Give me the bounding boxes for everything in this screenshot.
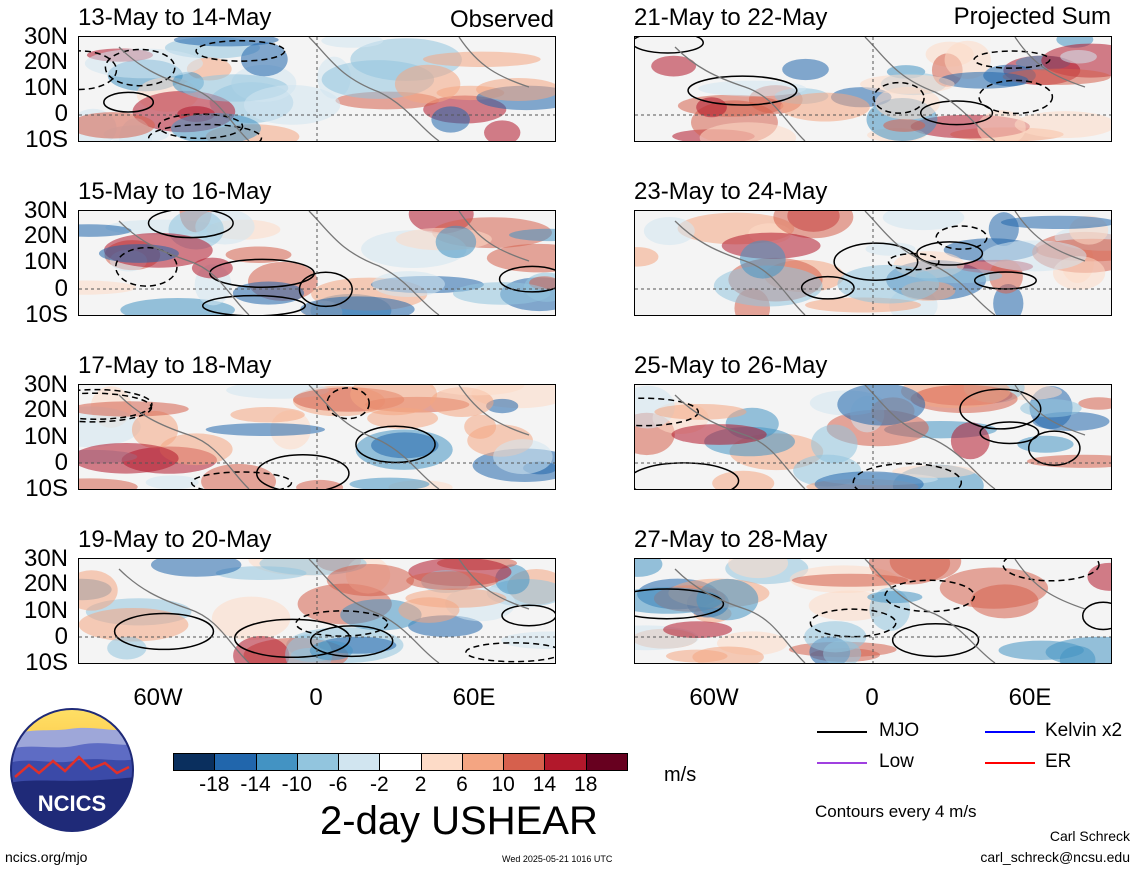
lat-label: 20N <box>23 48 68 75</box>
colorbar-tick-label: 10 <box>491 773 515 796</box>
lat-label: 10N <box>23 248 68 275</box>
map-panel-right-4 <box>634 558 1112 664</box>
colorbar-labels: -18 -14 -10 -6 -2 2 6 10 14 18 <box>173 773 627 799</box>
lat-label: 0 <box>54 449 68 476</box>
lon-label: 60W <box>689 684 739 711</box>
legend-kelvin-line <box>985 731 1035 733</box>
footer-email[interactable]: carl_schreck@ncsu.edu <box>980 849 1130 865</box>
colorbar-swatch <box>255 753 298 771</box>
lat-label: 20N <box>23 396 68 423</box>
map-panel-left-1 <box>78 36 556 142</box>
shear-field <box>635 559 1111 663</box>
colorbar-tick-label: -18 <box>199 773 230 796</box>
lat-label: 10N <box>23 423 68 450</box>
lat-label: 0 <box>54 275 68 302</box>
shear-field <box>635 385 1111 489</box>
variable-title: 2-day USHEAR <box>320 799 598 843</box>
map-panel-left-2 <box>78 210 556 316</box>
legend-low-label: Low <box>879 751 914 772</box>
lon-label: 0 <box>309 684 323 711</box>
lon-label: 60W <box>133 684 183 711</box>
colorbar-swatch <box>173 753 216 771</box>
map-panel-right-2 <box>634 210 1112 316</box>
legend-kelvin-label: Kelvin x2 <box>1045 720 1123 741</box>
shear-field <box>635 37 1111 141</box>
panel-title-left-3: 17-May to 18-May <box>78 352 272 379</box>
lat-label: 30N <box>23 545 68 572</box>
lat-label: 30N <box>23 371 68 398</box>
map-panel-left-4 <box>78 558 556 664</box>
lat-label: 10S <box>25 126 68 153</box>
panel-title-right-2: 23-May to 24-May <box>634 178 828 205</box>
lat-label: 10S <box>25 301 68 328</box>
legend-low-line <box>817 762 867 764</box>
legend-mjo-line <box>817 731 867 733</box>
colorbar-tick-label: 18 <box>574 773 598 796</box>
lat-label: 20N <box>23 222 68 249</box>
lat-label: 30N <box>23 23 68 50</box>
colorbar-tick-label: 6 <box>456 773 468 796</box>
legend-er-label: ER <box>1045 751 1072 772</box>
colorbar-swatch <box>461 753 505 771</box>
colorbar-tick-label: -14 <box>240 773 271 796</box>
panel-title-left-4: 19-May to 20-May <box>78 526 272 553</box>
panel-title-left-2: 15-May to 16-May <box>78 178 272 205</box>
panel-title-right-4: 27-May to 28-May <box>634 526 828 553</box>
colorbar-swatch <box>503 753 546 771</box>
panel-title-right-3: 25-May to 26-May <box>634 352 828 379</box>
lat-label: 20N <box>23 570 68 597</box>
map-panel-right-1 <box>634 36 1112 142</box>
lat-label: 10N <box>23 74 68 101</box>
colorbar-tick-label: -6 <box>328 773 348 796</box>
colorbar <box>173 753 628 771</box>
lon-label: 60E <box>452 684 496 711</box>
colorbar-tick-label: 2 <box>414 773 427 796</box>
colorbar-tick-label: 14 <box>532 773 557 796</box>
colorbar-units: m/s <box>664 764 697 786</box>
legend-mjo-label: MJO <box>879 720 920 741</box>
lat-label: 30N <box>23 197 68 224</box>
lon-label: 60E <box>1008 684 1052 711</box>
footer-timestamp: Wed 2025-05-21 1016 UTC <box>502 854 613 864</box>
lat-label: 0 <box>54 100 68 127</box>
lat-label: 10N <box>23 597 68 624</box>
colorbar-swatch <box>214 753 257 771</box>
colorbar-swatch <box>379 753 422 771</box>
colorbar-swatch <box>544 753 587 771</box>
colorbar-swatch <box>420 753 463 771</box>
lat-label: 10S <box>25 475 68 502</box>
lon-label: 0 <box>865 684 879 711</box>
shear-field <box>635 211 1111 315</box>
shear-field <box>79 37 555 141</box>
footer-author: Carl Schreck <box>1049 828 1130 844</box>
colorbar-swatch <box>338 753 381 771</box>
contour-note: Contours every 4 m/s <box>815 802 977 821</box>
map-panel-right-3 <box>634 384 1112 490</box>
map-panel-left-3 <box>78 384 556 490</box>
footer-url[interactable]: ncics.org/mjo <box>5 849 88 865</box>
shear-field <box>79 385 555 489</box>
lat-label: 0 <box>54 623 68 650</box>
colorbar-tick-label: -2 <box>370 773 389 796</box>
shear-field <box>79 559 555 663</box>
colorbar-swatch <box>585 753 628 771</box>
observed-label: Observed <box>449 6 554 33</box>
projected-label: Projected Sum <box>953 3 1111 30</box>
colorbar-swatch <box>296 753 340 771</box>
colorbar-tick-label: -10 <box>281 773 312 796</box>
panel-title-right-1: 21-May to 22-May <box>634 4 828 31</box>
ncics-logo: NCICS <box>9 707 135 833</box>
logo-text: NCICS <box>38 791 106 816</box>
lat-label: 10S <box>25 649 68 676</box>
legend-er-line <box>985 762 1035 764</box>
panel-title-left-1: 13-May to 14-May <box>78 4 272 31</box>
shear-field <box>79 211 555 315</box>
